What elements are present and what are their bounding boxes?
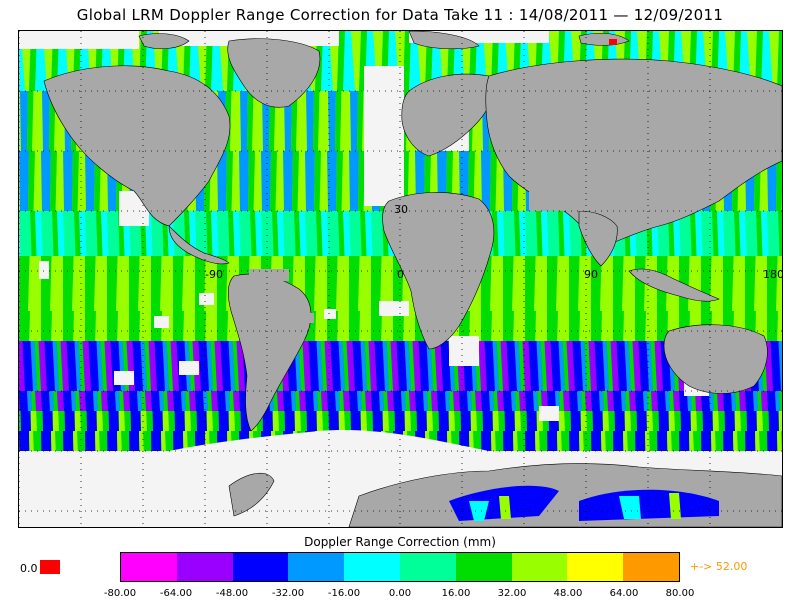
colorbar — [120, 552, 680, 582]
overflow-label: +-> 52.00 — [690, 560, 748, 573]
lon-label-180: 180 — [763, 268, 782, 281]
colorbar-tick-label: -64.00 — [159, 588, 193, 599]
colorbar-tick-label: 16.00 — [441, 588, 471, 599]
colorbar-segment — [511, 553, 568, 581]
colorbar-segment — [399, 553, 456, 581]
colorbar-ticks: -80.00 -64.00 -48.00 -32.00 -16.00 0.00 16.00 3… — [104, 588, 694, 600]
zero-value-label: 0.0 — [20, 562, 38, 575]
colorbar-segment — [623, 553, 679, 581]
colorbar-tick-label: 32.00 — [497, 588, 527, 599]
lon-label-90: 90 — [584, 268, 598, 281]
zero-value-swatch — [40, 560, 60, 574]
colorbar-title: Doppler Range Correction (mm) — [304, 535, 496, 549]
colorbar-segment — [121, 553, 177, 581]
colorbar-segment — [232, 553, 289, 581]
colorbar-tick-label: -48.00 — [215, 588, 249, 599]
colorbar-tick-label: 48.00 — [553, 588, 583, 599]
map-title: Global LRM Doppler Range Correction for … — [76, 6, 724, 24]
colorbar-tick-label: -16.00 — [327, 588, 361, 599]
doppler-map: 30 -90 0 90 180 — [19, 31, 782, 527]
colorbar-tick-label: 64.00 — [609, 588, 639, 599]
colorbar-segment — [567, 553, 624, 581]
colorbar-tick-label: -32.00 — [271, 588, 305, 599]
colorbar-segment — [455, 553, 512, 581]
colorbar-tick-label: -80.00 — [103, 588, 137, 599]
colorbar-segment — [176, 553, 233, 581]
lon-label-minus-90: -90 — [205, 268, 223, 281]
lon-label-0: 0 — [397, 268, 404, 281]
lat-label-30: 30 — [394, 203, 408, 216]
colorbar-segment — [344, 553, 400, 581]
colorbar-tick-label: 0.00 — [388, 588, 412, 599]
colorbar-segment — [288, 553, 345, 581]
colorbar-tick-label: 80.00 — [665, 588, 695, 599]
map-frame[interactable]: 30 -90 0 90 180 — [18, 30, 783, 528]
